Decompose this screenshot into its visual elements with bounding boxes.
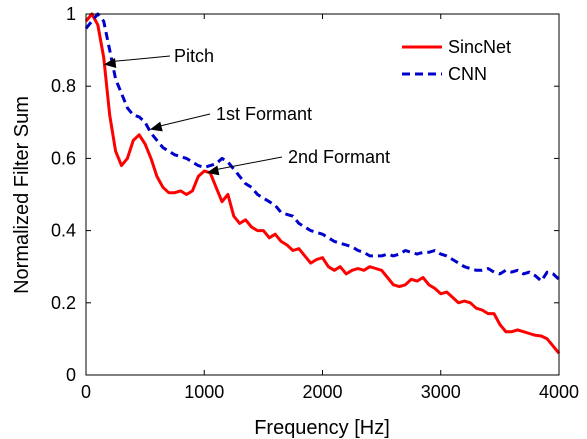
y-tick-label: 1 — [66, 4, 76, 24]
series-line-cnn — [84, 12, 561, 283]
annotation-label: Pitch — [174, 46, 214, 66]
series-layer — [84, 12, 561, 355]
series-line-sincnet — [84, 12, 561, 355]
ticks-layer: 0 1000 2000 3000 4000 0 0.2 0.4 0.6 0.8 1 — [51, 4, 579, 402]
annotation-arrow-line — [214, 156, 283, 171]
x-tick-label: 1000 — [184, 382, 224, 402]
y-tick-label: 0.2 — [51, 293, 76, 313]
y-tick-label: 0.8 — [51, 76, 76, 96]
x-tick-label: 3000 — [421, 382, 461, 402]
annotation-arrow-line — [111, 55, 171, 63]
y-tick-label: 0.6 — [51, 148, 76, 168]
annotation-arrow-head — [149, 121, 163, 132]
y-axis-label: Normalized Filter Sum — [11, 96, 33, 294]
annotation-arrow-head — [103, 58, 117, 68]
x-tick-label: 4000 — [539, 382, 579, 402]
legend-label-sincnet: SincNet — [448, 37, 511, 57]
y-tick-label: 0 — [66, 365, 76, 385]
legend: SincNet CNN — [402, 37, 511, 84]
legend-label-cnn: CNN — [448, 64, 487, 84]
annotations: Pitch 1st Formant 2nd Formant — [103, 46, 390, 176]
x-tick-label: 0 — [81, 382, 91, 402]
x-tick-label: 2000 — [302, 382, 342, 402]
annotation-arrow-head — [206, 165, 220, 176]
annotation-label: 2nd Formant — [288, 147, 390, 167]
plot-area — [86, 14, 559, 375]
annotation-label: 1st Formant — [216, 104, 312, 124]
x-axis-label: Frequency [Hz] — [254, 417, 390, 439]
y-tick-label: 0.4 — [51, 221, 76, 241]
annotation-arrow-line — [157, 113, 211, 128]
